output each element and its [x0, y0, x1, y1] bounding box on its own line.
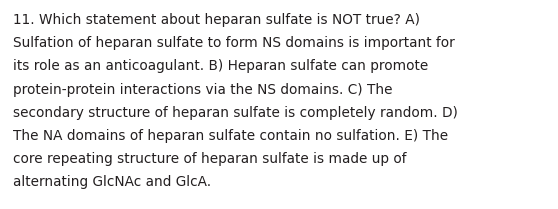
Text: its role as an anticoagulant. B) Heparan sulfate can promote: its role as an anticoagulant. B) Heparan… — [13, 59, 428, 73]
Text: alternating GlcNAc and GlcA.: alternating GlcNAc and GlcA. — [13, 175, 211, 189]
Text: core repeating structure of heparan sulfate is made up of: core repeating structure of heparan sulf… — [13, 152, 406, 166]
Text: protein-protein interactions via the NS domains. C) The: protein-protein interactions via the NS … — [13, 83, 392, 97]
Text: 11. Which statement about heparan sulfate is NOT true? A): 11. Which statement about heparan sulfat… — [13, 13, 420, 27]
Text: The NA domains of heparan sulfate contain no sulfation. E) The: The NA domains of heparan sulfate contai… — [13, 129, 448, 143]
Text: Sulfation of heparan sulfate to form NS domains is important for: Sulfation of heparan sulfate to form NS … — [13, 36, 455, 50]
Text: secondary structure of heparan sulfate is completely random. D): secondary structure of heparan sulfate i… — [13, 106, 458, 120]
